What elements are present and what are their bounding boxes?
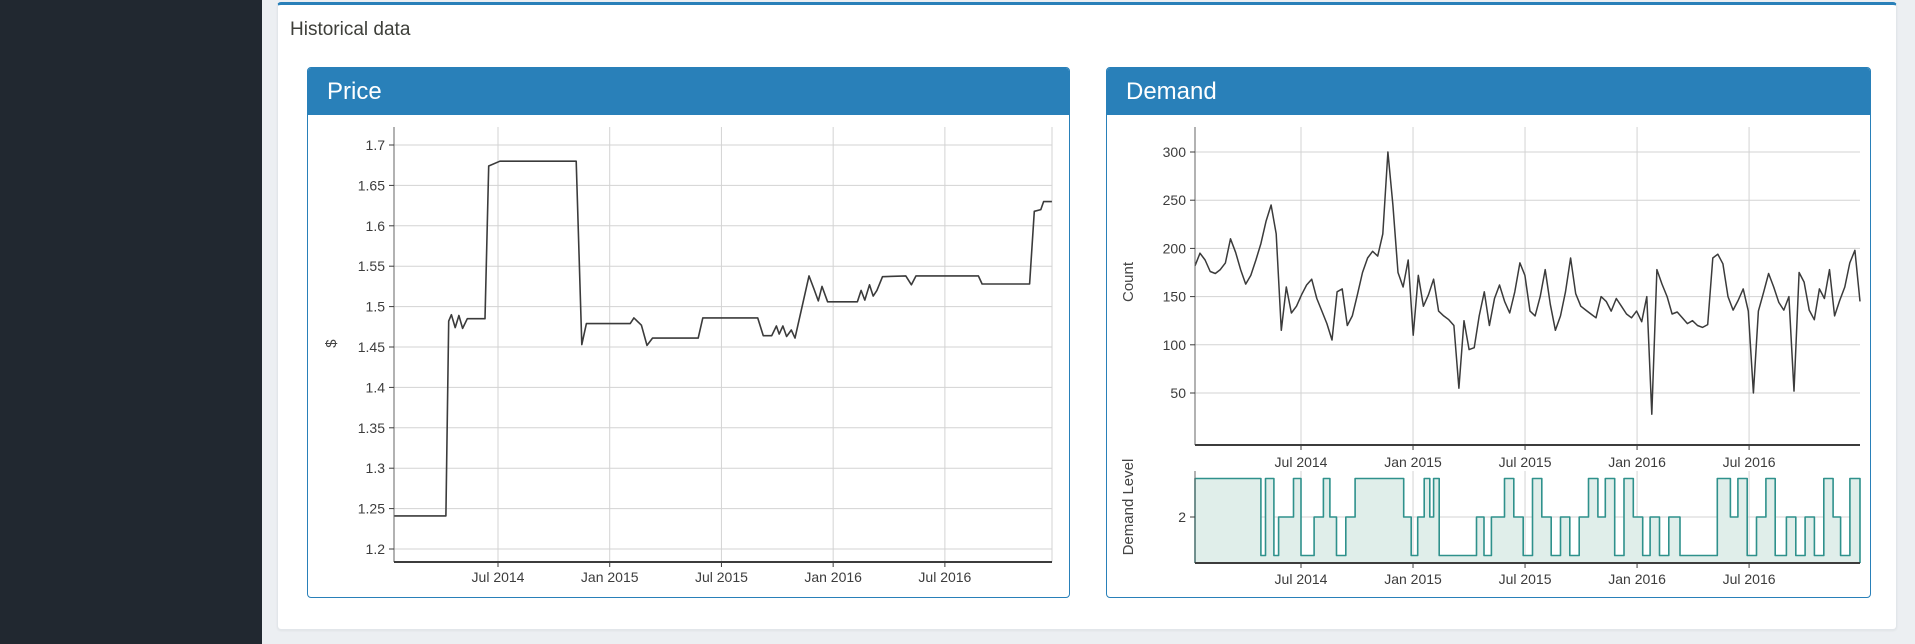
svg-text:Jul 2014: Jul 2014 — [1275, 571, 1328, 587]
svg-text:1.7: 1.7 — [366, 137, 386, 153]
svg-text:250: 250 — [1163, 192, 1187, 208]
demand-panel-title: Demand — [1126, 77, 1217, 105]
svg-text:300: 300 — [1163, 144, 1187, 160]
svg-text:Jul 2016: Jul 2016 — [1723, 454, 1776, 470]
svg-text:Jul 2014: Jul 2014 — [1275, 454, 1328, 470]
svg-text:1.55: 1.55 — [358, 258, 385, 274]
svg-text:Jan 2015: Jan 2015 — [1384, 571, 1442, 587]
svg-text:1.35: 1.35 — [358, 420, 385, 436]
svg-text:200: 200 — [1163, 240, 1187, 256]
svg-text:Jul 2014: Jul 2014 — [472, 569, 525, 585]
historical-data-card: Historical data Price 1.7 1.65 1.6 1.55 1.5 1… — [277, 2, 1897, 630]
svg-text:100: 100 — [1163, 337, 1187, 353]
svg-text:Jan 2016: Jan 2016 — [1608, 454, 1666, 470]
price-panel: Price 1.7 1.65 1.6 1.55 1.5 1.45 1.4 1.35 1.3 1.2… — [307, 67, 1070, 598]
svg-text:$: $ — [323, 339, 340, 348]
svg-text:Demand Level: Demand Level — [1120, 459, 1137, 556]
svg-text:Count: Count — [1120, 261, 1137, 302]
svg-text:Jul 2015: Jul 2015 — [695, 569, 748, 585]
demand-panel: Demand 300 250 200 150 100 50 Jul 2014 Jan 2015… — [1106, 67, 1871, 598]
price-panel-body: 1.7 1.65 1.6 1.55 1.5 1.45 1.4 1.35 1.3 1.25 1.2 Ju… — [308, 115, 1069, 597]
svg-text:1.25: 1.25 — [358, 501, 385, 517]
price-chart[interactable]: 1.7 1.65 1.6 1.55 1.5 1.45 1.4 1.35 1.3 1.25 1.2 Ju… — [308, 115, 1069, 597]
svg-text:Jul 2015: Jul 2015 — [1499, 454, 1552, 470]
svg-text:1.6: 1.6 — [366, 218, 386, 234]
svg-text:Jan 2015: Jan 2015 — [581, 569, 639, 585]
svg-text:Jan 2015: Jan 2015 — [1384, 454, 1442, 470]
svg-text:1.4: 1.4 — [366, 379, 386, 395]
svg-text:50: 50 — [1170, 385, 1186, 401]
svg-text:Jul 2016: Jul 2016 — [1723, 571, 1776, 587]
price-panel-title: Price — [327, 77, 382, 105]
price-panel-header: Price — [308, 68, 1069, 115]
page-title: Historical data — [290, 19, 411, 40]
svg-text:1.2: 1.2 — [366, 541, 386, 557]
svg-text:2: 2 — [1178, 509, 1186, 525]
svg-text:150: 150 — [1163, 289, 1187, 305]
svg-text:1.3: 1.3 — [366, 460, 386, 476]
demand-panel-body: 300 250 200 150 100 50 Jul 2014 Jan 2015 Jul 201… — [1107, 115, 1870, 597]
demand-panel-header: Demand — [1107, 68, 1870, 115]
demand-chart[interactable]: 300 250 200 150 100 50 Jul 2014 Jan 2015 Jul 201… — [1107, 115, 1870, 597]
svg-text:1.65: 1.65 — [358, 177, 385, 193]
svg-text:1.5: 1.5 — [366, 299, 386, 315]
svg-text:Jul 2016: Jul 2016 — [918, 569, 971, 585]
sidebar — [0, 0, 262, 644]
svg-text:Jul 2015: Jul 2015 — [1499, 571, 1552, 587]
svg-text:Jan 2016: Jan 2016 — [1608, 571, 1666, 587]
svg-text:1.45: 1.45 — [358, 339, 385, 355]
svg-text:Jan 2016: Jan 2016 — [804, 569, 862, 585]
